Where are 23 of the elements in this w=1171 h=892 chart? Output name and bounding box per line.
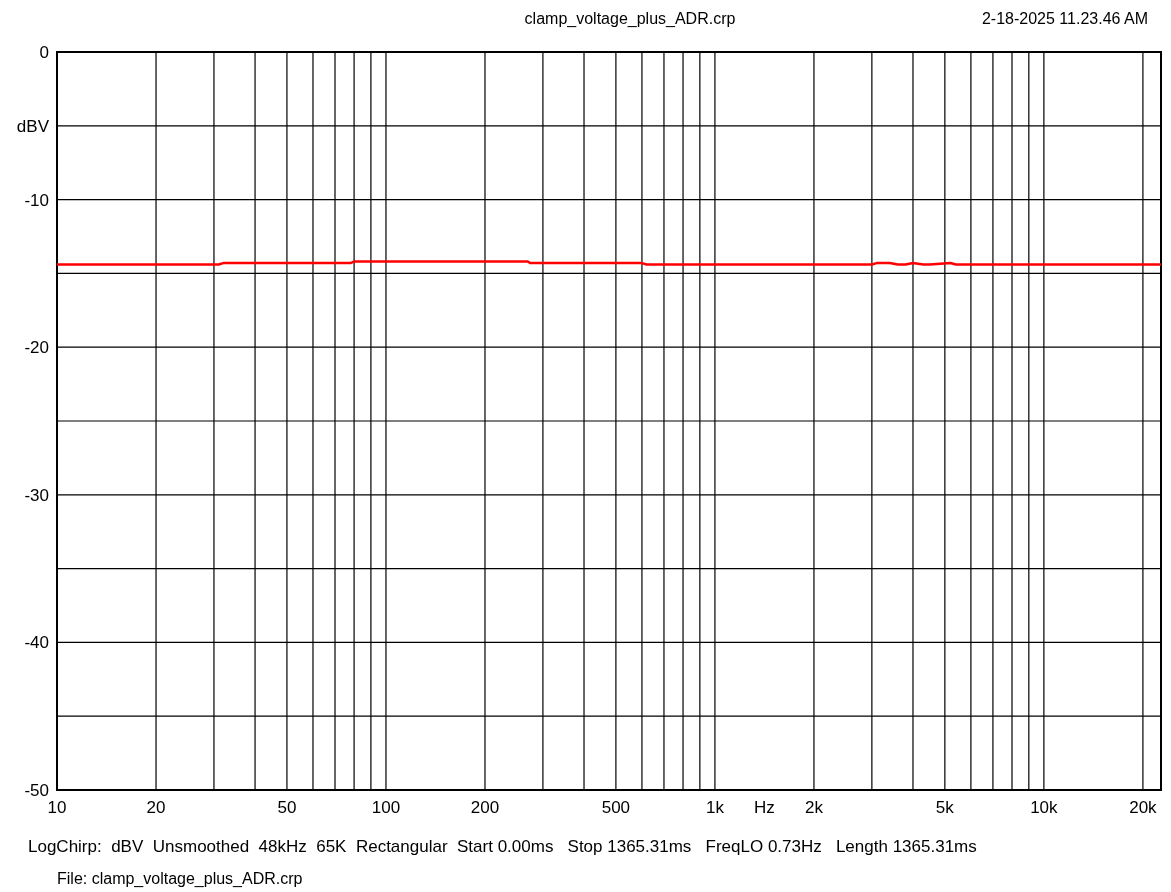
x-tick-label: 100 [371, 798, 401, 817]
y-tick-label: -20 [24, 338, 49, 358]
x-tick-label: 50 [277, 798, 297, 817]
x-tick-label: 10 [47, 798, 67, 817]
y-tick-label: -10 [24, 190, 49, 210]
x-tick-label: 10k [1030, 798, 1059, 817]
x-tick-label: 5k [935, 798, 955, 817]
text: File: clamp_voltage_plus_ADR.crp [57, 870, 303, 888]
x-tick-label: 2k [804, 798, 824, 817]
text: LogChirp: dBV Unsmoothed 48kHz 65K Rectangular Start 0.00ms Stop 1365.31ms FreqLO 0.73Hz Length 1365.31ms [28, 837, 977, 856]
y-axis-title: dBV [16, 116, 50, 136]
x-tick-label: 20 [146, 798, 166, 817]
y-tick-label: 0 [39, 43, 49, 62]
x-tick-label: 200 [470, 798, 500, 817]
chart-title: clamp_voltage_plus_ADR.crp [524, 10, 736, 28]
x-axis-title: Hz [754, 798, 775, 817]
x-tick-label: 20k [1129, 798, 1158, 817]
y-tick-label: -40 [24, 633, 49, 653]
x-tick-label: 1k [705, 798, 725, 817]
y-tick-label: -30 [24, 485, 49, 505]
text: 2-18-2025 11.23.46 AM [981, 10, 1148, 27]
y-tick-label: -50 [24, 781, 49, 800]
x-tick-label: 500 [601, 798, 631, 817]
